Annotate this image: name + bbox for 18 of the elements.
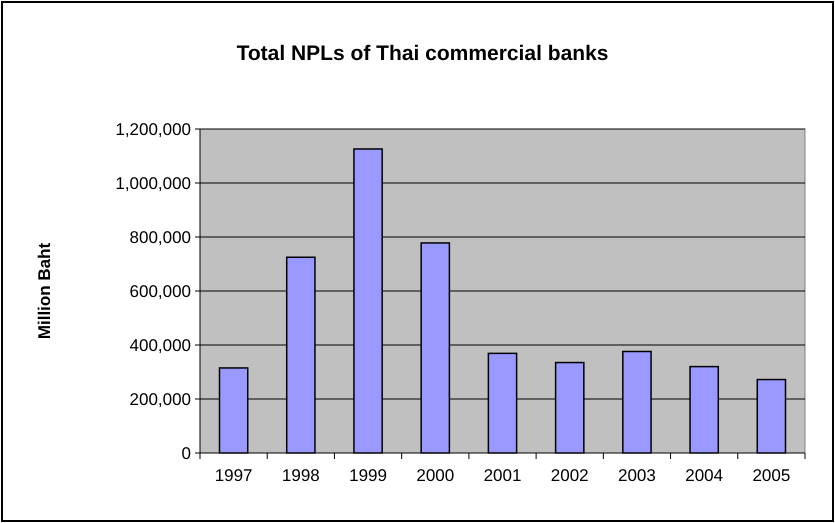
x-tick-label: 2005 (752, 466, 790, 485)
y-tick-label: 0 (182, 444, 191, 463)
y-tick-label: 1,000,000 (115, 174, 191, 193)
x-tick-label: 1998 (282, 466, 320, 485)
y-tick-label: 200,000 (130, 390, 191, 409)
y-tick-label: 800,000 (130, 228, 191, 247)
y-tick-label: 1,200,000 (115, 120, 191, 139)
x-tick-label: 2001 (484, 466, 522, 485)
x-tick-label: 1999 (349, 466, 387, 485)
x-tick-label: 2000 (416, 466, 454, 485)
y-axis-title: Million Baht (35, 242, 54, 340)
x-tick-label: 2004 (685, 466, 724, 485)
x-tick-label: 2003 (618, 466, 656, 485)
chart-title: Total NPLs of Thai commercial banks (236, 42, 608, 65)
x-tick-label: 2002 (550, 466, 589, 485)
x-tick-label: 1997 (214, 466, 253, 485)
y-tick-label: 400,000 (130, 336, 191, 355)
y-tick-label: 600,000 (130, 282, 191, 301)
